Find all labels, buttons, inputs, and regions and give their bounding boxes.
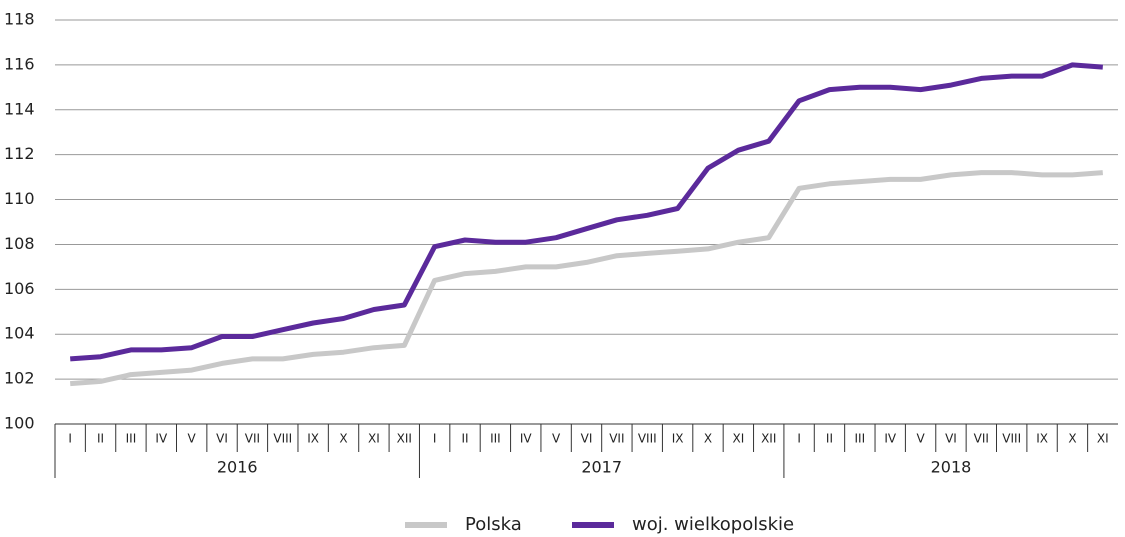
x-tick-label: IV	[155, 432, 168, 446]
x-tick-label: VII	[974, 432, 989, 446]
legend-label: Polska	[465, 514, 522, 535]
x-tick-label: V	[916, 432, 925, 446]
y-tick-label: 108	[4, 234, 35, 253]
x-tick-label: IX	[1036, 432, 1048, 446]
x-tick-label: VIII	[273, 432, 292, 446]
x-tick-label: I	[68, 432, 72, 446]
x-tick-label: VI	[581, 432, 593, 446]
y-tick-label: 104	[4, 324, 35, 343]
y-tick-label: 100	[4, 414, 35, 433]
series-line	[70, 62, 1103, 362]
x-tick-label: X	[339, 432, 347, 446]
x-tick-label: II	[97, 432, 104, 446]
x-tick-label: V	[188, 432, 197, 446]
x-tick-label: XII	[397, 432, 412, 446]
year-label: 2016	[217, 458, 258, 477]
x-tick-label: XI	[732, 432, 744, 446]
x-tick-label: IV	[884, 432, 897, 446]
x-tick-label: VI	[945, 432, 957, 446]
x-tick-label: XII	[761, 432, 776, 446]
y-tick-label: 118	[4, 10, 35, 29]
x-tick-label: VI	[216, 432, 228, 446]
y-tick-label: 112	[4, 144, 35, 163]
y-tick-label: 106	[4, 279, 35, 298]
x-tick-label: VIII	[638, 432, 657, 446]
x-tick-label: X	[704, 432, 712, 446]
legend-label: woj. wielkopolskie	[632, 514, 794, 535]
y-tick-label: 102	[4, 369, 35, 388]
x-tick-label: IX	[307, 432, 319, 446]
x-tick-label: III	[126, 432, 137, 446]
y-tick-label: 110	[4, 189, 35, 208]
x-tick-label: VIII	[1002, 432, 1021, 446]
x-tick-label: III	[855, 432, 866, 446]
x-tick-label: IX	[672, 432, 684, 446]
x-tick-label: X	[1068, 432, 1076, 446]
year-label: 2018	[931, 458, 972, 477]
x-tick-label: I	[797, 432, 801, 446]
x-tick-label: IV	[520, 432, 533, 446]
x-tick-label: III	[490, 432, 501, 446]
x-tick-label: XI	[1097, 432, 1109, 446]
y-tick-label: 114	[4, 99, 35, 118]
x-tick-label: V	[552, 432, 561, 446]
series-line	[70, 170, 1103, 387]
y-tick-label: 116	[4, 54, 35, 73]
x-tick-label: VII	[245, 432, 260, 446]
x-tick-label: I	[433, 432, 437, 446]
year-label: 2017	[581, 458, 622, 477]
x-tick-label: II	[461, 432, 468, 446]
x-tick-label: VII	[609, 432, 624, 446]
x-tick-label: XI	[368, 432, 380, 446]
x-tick-label: II	[826, 432, 833, 446]
